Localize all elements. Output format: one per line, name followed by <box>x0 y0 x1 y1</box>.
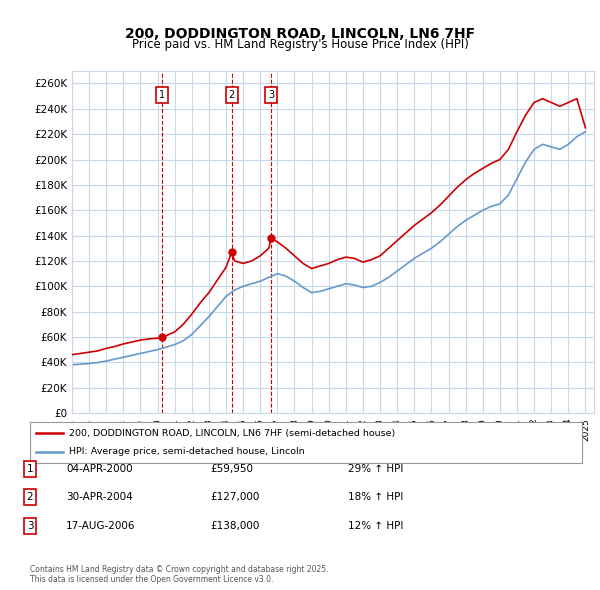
Text: 2: 2 <box>26 493 34 502</box>
Text: 18% ↑ HPI: 18% ↑ HPI <box>348 493 403 502</box>
Text: 200, DODDINGTON ROAD, LINCOLN, LN6 7HF: 200, DODDINGTON ROAD, LINCOLN, LN6 7HF <box>125 27 475 41</box>
Text: Price paid vs. HM Land Registry's House Price Index (HPI): Price paid vs. HM Land Registry's House … <box>131 38 469 51</box>
Text: 3: 3 <box>268 90 274 100</box>
Text: 17-AUG-2006: 17-AUG-2006 <box>66 521 136 530</box>
Text: £138,000: £138,000 <box>210 521 259 530</box>
Text: 200, DODDINGTON ROAD, LINCOLN, LN6 7HF (semi-detached house): 200, DODDINGTON ROAD, LINCOLN, LN6 7HF (… <box>68 429 395 438</box>
Text: 2: 2 <box>229 90 235 100</box>
Text: Contains HM Land Registry data © Crown copyright and database right 2025.
This d: Contains HM Land Registry data © Crown c… <box>30 565 329 584</box>
Text: 29% ↑ HPI: 29% ↑ HPI <box>348 464 403 474</box>
Text: 1: 1 <box>26 464 34 474</box>
Text: 12% ↑ HPI: 12% ↑ HPI <box>348 521 403 530</box>
Text: 3: 3 <box>26 521 34 530</box>
Text: 04-APR-2000: 04-APR-2000 <box>66 464 133 474</box>
Text: 30-APR-2004: 30-APR-2004 <box>66 493 133 502</box>
Text: 1: 1 <box>159 90 165 100</box>
Text: £59,950: £59,950 <box>210 464 253 474</box>
Text: HPI: Average price, semi-detached house, Lincoln: HPI: Average price, semi-detached house,… <box>68 447 304 456</box>
Text: £127,000: £127,000 <box>210 493 259 502</box>
